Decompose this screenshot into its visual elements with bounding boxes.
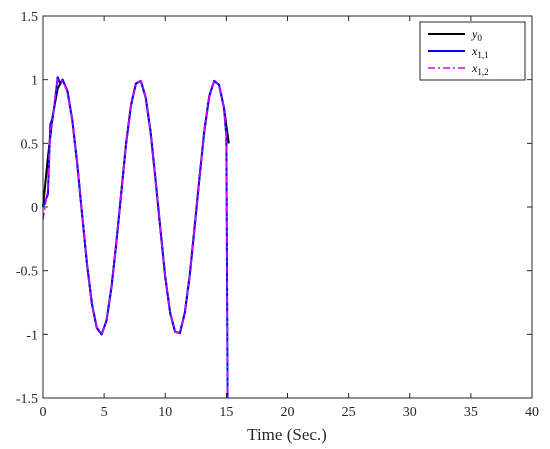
- y-tick-label: -1: [26, 328, 38, 343]
- x-tick-label: 10: [158, 405, 172, 420]
- series-layer: [42, 76, 230, 399]
- x-tick-label: 15: [219, 405, 233, 420]
- legend-label-2: x1,1: [471, 44, 489, 60]
- x-tick-label: 5: [101, 405, 108, 420]
- legend-label-main: x: [471, 61, 478, 75]
- legend-label-main: x: [471, 44, 478, 58]
- y-tick-label: -0.5: [16, 265, 38, 280]
- series-line-3: [42, 78, 229, 399]
- x-axis-title: Time (Sec.): [247, 425, 327, 444]
- legend-label-subscript: 0: [477, 33, 482, 43]
- axes-layer: 0 5 10 15 20 25 30 35 40 1.5 1 0.5 0 -0.5 -1 -1.5: [16, 10, 539, 420]
- y-tick-label: 0: [31, 201, 38, 216]
- y-tick-label: 0.5: [21, 137, 39, 152]
- y-tick-label: 1.5: [21, 10, 39, 25]
- x-tick-label: 40: [525, 405, 539, 420]
- legend-label-subscript: 1,2: [477, 67, 488, 77]
- y-tick-label: -1.5: [16, 392, 38, 407]
- legend-label-main: y: [471, 27, 478, 41]
- legend-label-subscript: 1,1: [477, 50, 488, 60]
- legend-label-1: y0: [471, 27, 482, 43]
- x-tick-label: 20: [281, 405, 295, 420]
- y-tick-label: 1: [31, 74, 38, 89]
- x-tick-label: 25: [342, 405, 356, 420]
- x-tick-label: 30: [403, 405, 417, 420]
- x-tick-label: 35: [464, 405, 478, 420]
- x-tick-label: 0: [40, 405, 47, 420]
- legend-label-3: x1,2: [471, 61, 489, 77]
